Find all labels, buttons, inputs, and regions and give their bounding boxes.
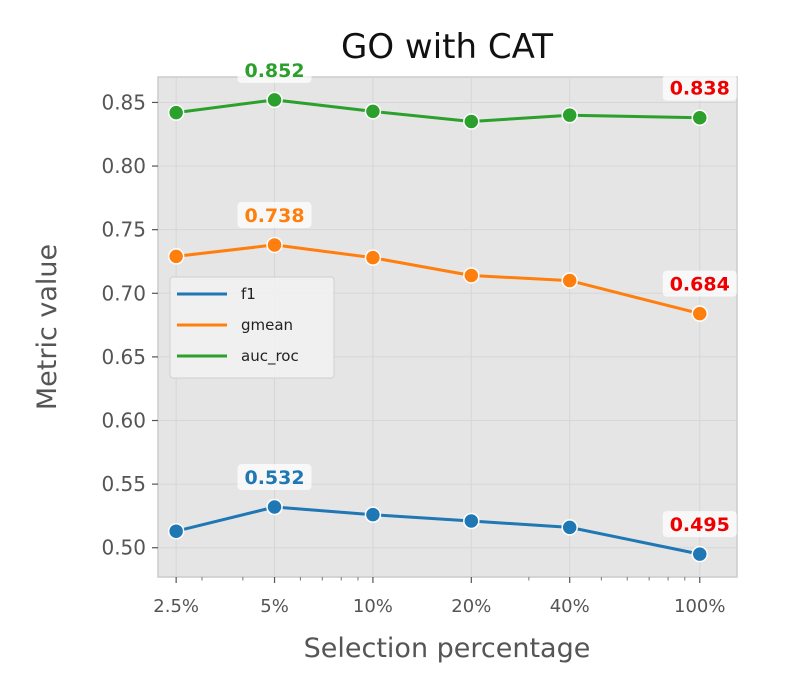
annotation-box — [237, 56, 312, 83]
x-tick-label: 20% — [451, 596, 491, 617]
data-point-auc_roc — [561, 106, 578, 124]
annotation-box — [662, 511, 737, 538]
x-tick-label: 100% — [674, 596, 725, 617]
data-point-gmean — [463, 267, 480, 284]
data-point-auc_roc — [463, 113, 480, 130]
series-line-f1 — [175, 505, 701, 556]
annotation-layer: 0.852 0.838 0.738 0.684 0.532 0.495 — [237, 56, 737, 538]
y-tick-label: 0.50 — [101, 536, 146, 560]
x-tick-label: 2.5% — [153, 596, 199, 617]
annotation-label: 0.852 — [244, 60, 304, 82]
chart-title: GO with CAT — [341, 27, 553, 67]
legend-label-auc_roc: auc_roc — [241, 347, 299, 366]
series-line-auc_roc — [175, 98, 700, 123]
y-tick-label: 0.75 — [101, 218, 146, 242]
data-point-f1 — [364, 506, 382, 523]
data-point-gmean — [691, 305, 709, 322]
data-point-gmean — [167, 248, 185, 265]
annotation-box — [237, 464, 312, 491]
y-tick-label: 0.70 — [101, 281, 146, 305]
annotation-label: 0.684 — [670, 274, 730, 296]
ticks: 0.50 0.55 0.60 0.65 0.70 0.75 0.80 0.85 2.5% 5% 10… — [101, 90, 725, 617]
data-point-auc_roc — [364, 103, 382, 120]
annotation-label: 0.738 — [244, 205, 304, 227]
legend-label-gmean: gmean — [241, 316, 293, 334]
y-tick-label: 0.55 — [101, 472, 146, 496]
legend-label-f1: f1 — [241, 285, 256, 303]
annotation-box — [237, 201, 312, 228]
y-tick-label: 0.60 — [101, 409, 146, 433]
y-tick-label: 0.65 — [101, 345, 146, 369]
x-tick-label: 5% — [260, 596, 289, 617]
x-tick-label: 10% — [353, 596, 393, 617]
data-point-f1 — [691, 545, 709, 563]
legend-box — [169, 276, 335, 379]
x-axis-label: Selection percentage — [304, 633, 591, 664]
annotation-label: 0.495 — [670, 514, 730, 536]
data-point-f1 — [463, 512, 480, 530]
annotation-box — [662, 74, 737, 101]
annotation-box — [662, 270, 737, 297]
data-point-auc_roc — [266, 91, 283, 109]
y-tick-label: 0.85 — [101, 90, 146, 114]
x-tick-label: 40% — [550, 596, 590, 617]
data-point-f1 — [167, 522, 185, 540]
series-line-gmean — [175, 243, 701, 316]
y-tick-label: 0.80 — [101, 154, 146, 178]
data-point-gmean — [266, 236, 283, 254]
legend: f1 gmean auc_roc — [169, 276, 335, 379]
annotation-label: 0.532 — [244, 467, 304, 489]
data-point-gmean — [364, 249, 382, 266]
data-point-auc_roc — [691, 109, 709, 126]
data-point-gmean — [561, 272, 578, 289]
data-point-f1 — [266, 498, 283, 516]
annotation-label: 0.838 — [670, 78, 730, 100]
data-point-f1 — [561, 519, 578, 536]
series-layer — [167, 91, 709, 563]
data-point-auc_roc — [167, 104, 185, 121]
y-axis-label: Metric value — [32, 244, 63, 410]
